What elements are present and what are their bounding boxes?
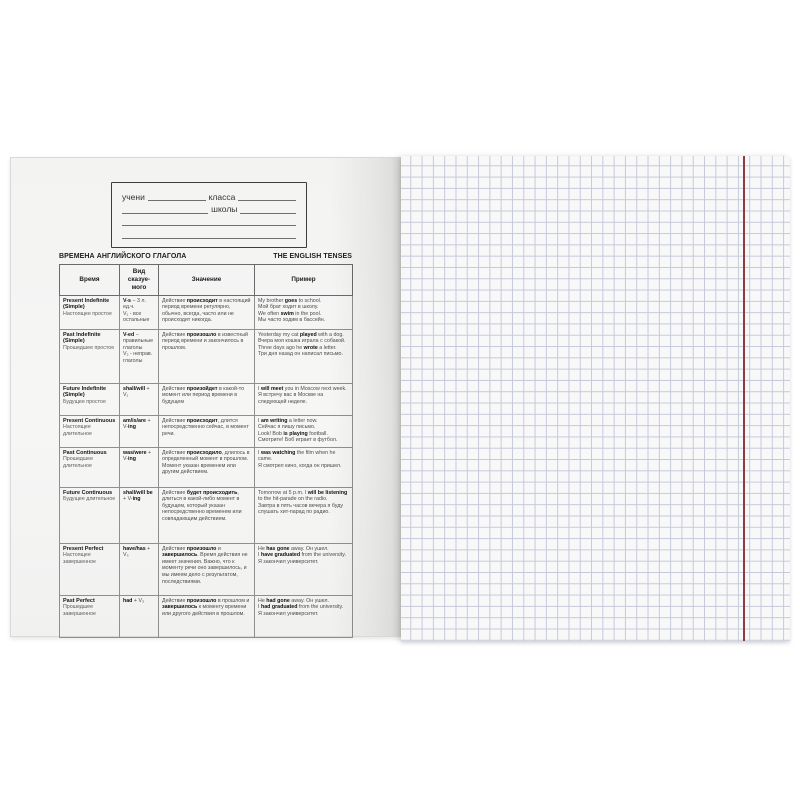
example-cell: My brother goes to school. Мой брат ходит… (254, 294, 353, 330)
predicate-form: am/is/are + V-ing (119, 414, 159, 448)
example-cell: I was watching the film when he came. Я с… (254, 446, 353, 488)
tense-name: Present Continuous (63, 417, 116, 424)
table-row: Past Continuous Прошедшее длительное was/… (59, 446, 353, 488)
tense-name-ru: Прошедшее длительное (63, 456, 94, 470)
tense-name: Future Continuous (63, 489, 113, 496)
table-row: Present Continuous Настоящее длительное a… (59, 414, 353, 448)
blank-line (122, 230, 296, 239)
owner-line-4 (122, 230, 296, 239)
table-title-en: THE ENGLISH TENSES (273, 253, 352, 260)
example-cell: He had gone away. Он ушел. I had graduate… (254, 594, 353, 638)
table-row: Present Indefinite (Simple) Настоящее про… (59, 294, 353, 330)
tense-name: Present Perfect (63, 545, 104, 552)
blank-line (240, 205, 296, 214)
blank-line (122, 205, 209, 214)
owner-line-3 (122, 217, 296, 227)
header-meaning: Значение (158, 264, 255, 296)
student-label: учени (122, 191, 145, 202)
tense-name-ru: Настоящее длительное (63, 424, 92, 438)
meaning-cell: Действие произошло и завершилось. Время … (158, 542, 255, 596)
tense-name-ru: Будущее длительное (63, 496, 116, 503)
meaning-cell: Действие будет происходить, длиться в ка… (158, 486, 255, 544)
blank-line (147, 192, 206, 201)
table-row: Future Continuous Будущее длительное shal… (59, 486, 353, 544)
tense-name: Present Indefinite (Simple) (63, 297, 110, 311)
header-example: Пример (254, 264, 353, 296)
predicate-form: have/has + V₃ (119, 542, 159, 596)
header-time: Время (59, 264, 120, 296)
predicate-form: shall/will + V₁ (119, 382, 159, 416)
meaning-cell: Действие произошло в известный период вр… (158, 328, 255, 384)
class-label: класса (208, 191, 236, 202)
predicate-form: was/were + V-ing (119, 446, 159, 488)
tense-name-ru: Настоящее простое (63, 311, 112, 318)
header-predicate: Вид сказуе-мого (119, 264, 159, 296)
ownership-box: учени класса школы (111, 182, 307, 248)
meaning-cell: Действие произошло в прошлом и завершило… (158, 594, 255, 638)
meaning-cell: Действие происходит в настоящий период в… (158, 294, 255, 330)
meaning-cell: Действие происходило, длилось в определе… (158, 446, 255, 488)
meaning-cell: Действие происходит, длится непосредстве… (158, 414, 255, 448)
example-cell: Yesterday my cat played with a dog. Вчера… (254, 328, 353, 384)
owner-line-1: учени класса (122, 192, 296, 201)
table-title: ВРЕМЕНА АНГЛИЙСКОГО ГЛАГОЛА THE ENGLISH … (59, 253, 352, 260)
example-cell: I am writing a letter now. Сейчас я пишу … (254, 414, 353, 448)
school-label: школы (211, 204, 238, 215)
left-page: учени класса школы ВРЕМЕНА АНГЛИЙСКОГО Г… (10, 157, 402, 638)
tense-name-ru: Прошедшее завершенное (63, 604, 96, 618)
example-cell: I will meet you in Moscow next week. Я вс… (254, 382, 353, 416)
table-row: Present Perfect Настоящее завершенное hav… (59, 542, 353, 596)
predicate-form: had + V₃ (119, 594, 159, 638)
blank-line (122, 217, 296, 227)
tense-name-ru: Прошедшее простое (63, 345, 115, 352)
meaning-cell: Действие произойдет в какой-то момент ил… (158, 382, 255, 416)
tense-name: Past Perfect (63, 597, 95, 604)
example-cell: Tomorrow at 5 p.m. I will be listening t… (254, 486, 353, 544)
blank-line (238, 192, 296, 201)
table-row: Past Perfect Прошедшее завершенное had + … (59, 594, 353, 638)
example-cell: He has gone away. Он ушел. I have graduat… (254, 542, 353, 596)
grid-paper-page (401, 156, 790, 641)
tense-name: Past Indefinite (Simple) (63, 331, 101, 345)
table-row: Past Indefinite (Simple) Прошедшее просто… (59, 328, 353, 384)
tense-name-ru: Будущее простое (63, 399, 106, 406)
tense-name: Past Continuous (63, 449, 107, 456)
tense-name-ru: Настоящее завершенное (63, 552, 96, 566)
predicate-form: V-ed − правильные глаголы V₂ - неправ. гл… (119, 328, 159, 384)
table-row: Future Indefinite (Simple) Будущее просто… (59, 382, 353, 416)
table-header-row: Время Вид сказуе-мого Значение Пример (59, 264, 353, 296)
predicate-form: shall/will be + V-ing (119, 486, 159, 544)
tense-name: Future Indefinite (Simple) (63, 385, 107, 399)
tenses-table: Время Вид сказуе-мого Значение Пример Pr… (59, 264, 353, 638)
table-title-ru: ВРЕМЕНА АНГЛИЙСКОГО ГЛАГОЛА (59, 253, 187, 260)
predicate-form: V-s − 3 л. ед.ч. V₁ - все остальные (119, 294, 159, 330)
margin-line (743, 156, 745, 641)
owner-line-2: школы (122, 205, 296, 214)
